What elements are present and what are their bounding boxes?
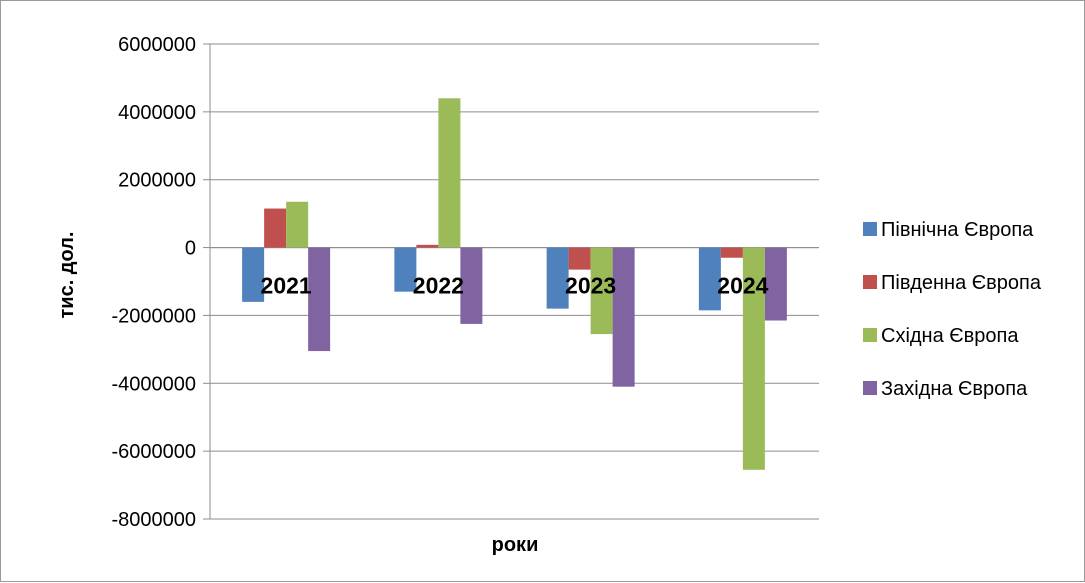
- bar-2021-series-1: [242, 247, 265, 302]
- bar-2023-series-4: [612, 247, 635, 387]
- bar-2023-series-3: [590, 247, 613, 335]
- bar-2024-series-1: [698, 247, 721, 311]
- category-label-2021: 2021: [261, 273, 312, 299]
- y-tick-label: 4000000: [118, 102, 196, 124]
- bar-2024-series-2: [720, 247, 743, 258]
- x-axis-title: роки: [492, 534, 539, 556]
- bar-2022-series-1: [394, 247, 417, 292]
- bar-2023-series-1: [546, 247, 569, 309]
- legend-swatch-2: [863, 275, 877, 289]
- legend-swatch-1: [863, 222, 877, 236]
- bar-2021-series-4: [308, 247, 331, 352]
- legend: Північна Європа Південна Європа Східна Євр…: [863, 219, 1042, 400]
- y-tick-label: 6000000: [118, 34, 196, 56]
- bar-2023-series-2: [568, 247, 591, 270]
- legend-label-3: Східна Європа: [881, 325, 1019, 347]
- legend-label-2: Південна Європа: [881, 272, 1042, 294]
- bar-2022-series-3: [438, 98, 461, 248]
- bar-2021-series-3: [286, 201, 309, 248]
- bar-2024-series-3: [742, 247, 765, 470]
- category-labels: 2021 2022 2023 2024: [261, 273, 769, 299]
- y-tick-label: -6000000: [111, 441, 196, 463]
- legend-swatch-3: [863, 328, 877, 342]
- bars: [242, 98, 787, 470]
- category-label-2024: 2024: [717, 273, 768, 299]
- y-axis-title: тис. дол.: [56, 231, 78, 318]
- bar-2022-series-4: [460, 247, 483, 324]
- category-label-2023: 2023: [565, 273, 616, 299]
- y-tick-label: -8000000: [111, 509, 196, 531]
- bar-2024-series-4: [764, 247, 787, 321]
- legend-label-1: Північна Європа: [881, 219, 1034, 241]
- bar-2021-series-2: [264, 208, 287, 248]
- legend-swatch-4: [863, 381, 877, 395]
- category-label-2022: 2022: [413, 273, 464, 299]
- legend-label-4: Західна Європа: [881, 378, 1028, 400]
- y-tick-label: 0: [185, 238, 196, 260]
- y-tick-label: -2000000: [111, 305, 196, 327]
- y-tick-labels: 6000000 4000000 2000000 0 -2000000 -4000000 -6…: [111, 34, 196, 531]
- y-tick-label: -4000000: [111, 373, 196, 395]
- bar-2022-series-2: [416, 244, 439, 248]
- y-tick-label: 2000000: [118, 170, 196, 192]
